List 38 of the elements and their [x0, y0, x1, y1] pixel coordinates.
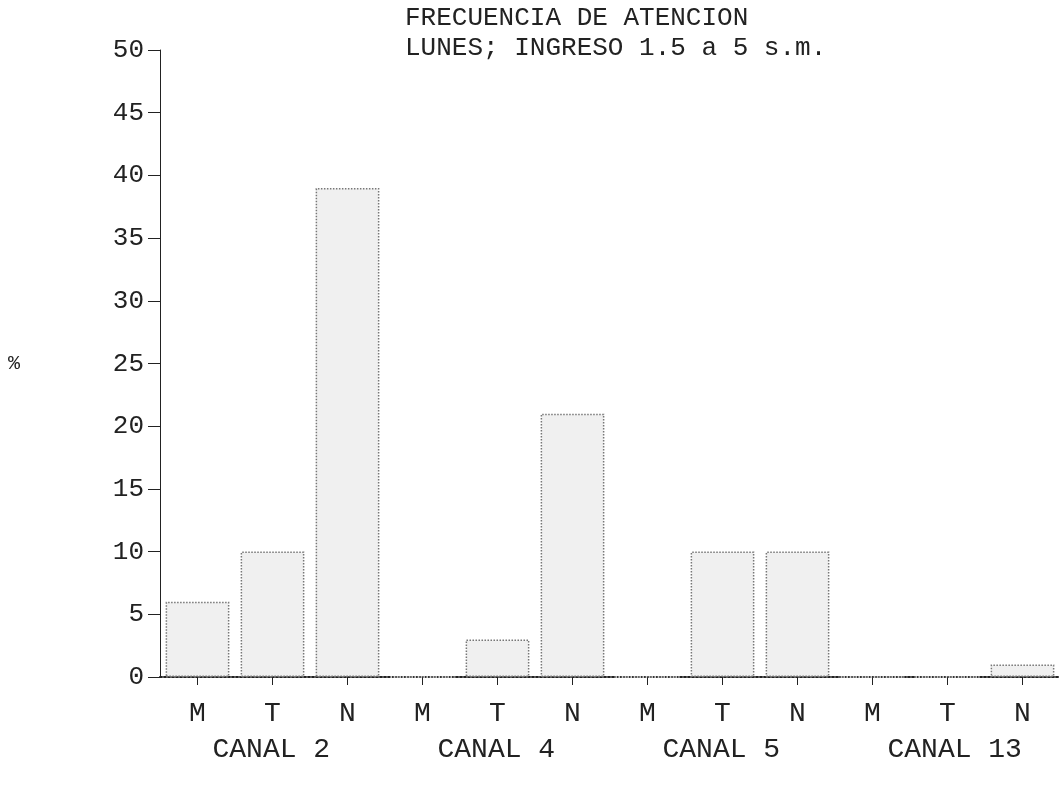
x-tick-label: M: [189, 697, 206, 729]
x-tick-label: N: [339, 697, 356, 729]
x-tick-label: M: [414, 697, 431, 729]
x-tick-label: M: [864, 697, 881, 729]
x-tick-label: N: [1014, 697, 1031, 729]
x-tick-label: N: [564, 697, 581, 729]
bar: [240, 551, 305, 677]
y-tick-label: 10: [112, 536, 144, 567]
bar: [465, 639, 530, 677]
text: CANAL 4: [437, 733, 556, 765]
x-tick-label: T: [264, 697, 281, 729]
y-axis-title: %: [7, 352, 21, 375]
x-tick-label: T: [939, 697, 956, 729]
x-tick-label: M: [639, 697, 656, 729]
y-tick-label: 45: [112, 97, 144, 128]
y-tick-label: 35: [112, 223, 144, 254]
text: CANAL 2: [212, 733, 331, 765]
y-tick-label: 15: [112, 473, 144, 504]
y-tick-label: 0: [128, 662, 144, 692]
x-tick-label: T: [489, 697, 506, 729]
y-tick-label: 25: [112, 348, 144, 379]
y-tick-label: 40: [112, 160, 144, 191]
bar: [990, 664, 1055, 677]
bar: [765, 551, 830, 677]
chart-subtitle: LUNES; INGRESO 1.5 a 5 s.m.: [405, 33, 827, 63]
y-tick-label: 5: [128, 599, 144, 630]
bar: [690, 551, 755, 677]
chart-title: FRECUENCIA DE ATENCION: [405, 3, 749, 33]
y-tick-label: 20: [112, 411, 144, 442]
text: CANAL 5: [662, 733, 781, 765]
bar: [540, 413, 605, 677]
bar: [315, 187, 380, 677]
bar: [165, 601, 230, 677]
y-tick-label: 30: [112, 285, 144, 316]
y-tick-label: 50: [112, 35, 144, 65]
x-tick-label: T: [714, 697, 731, 729]
x-tick-label: N: [789, 697, 806, 729]
text: CANAL 13: [887, 733, 1022, 765]
